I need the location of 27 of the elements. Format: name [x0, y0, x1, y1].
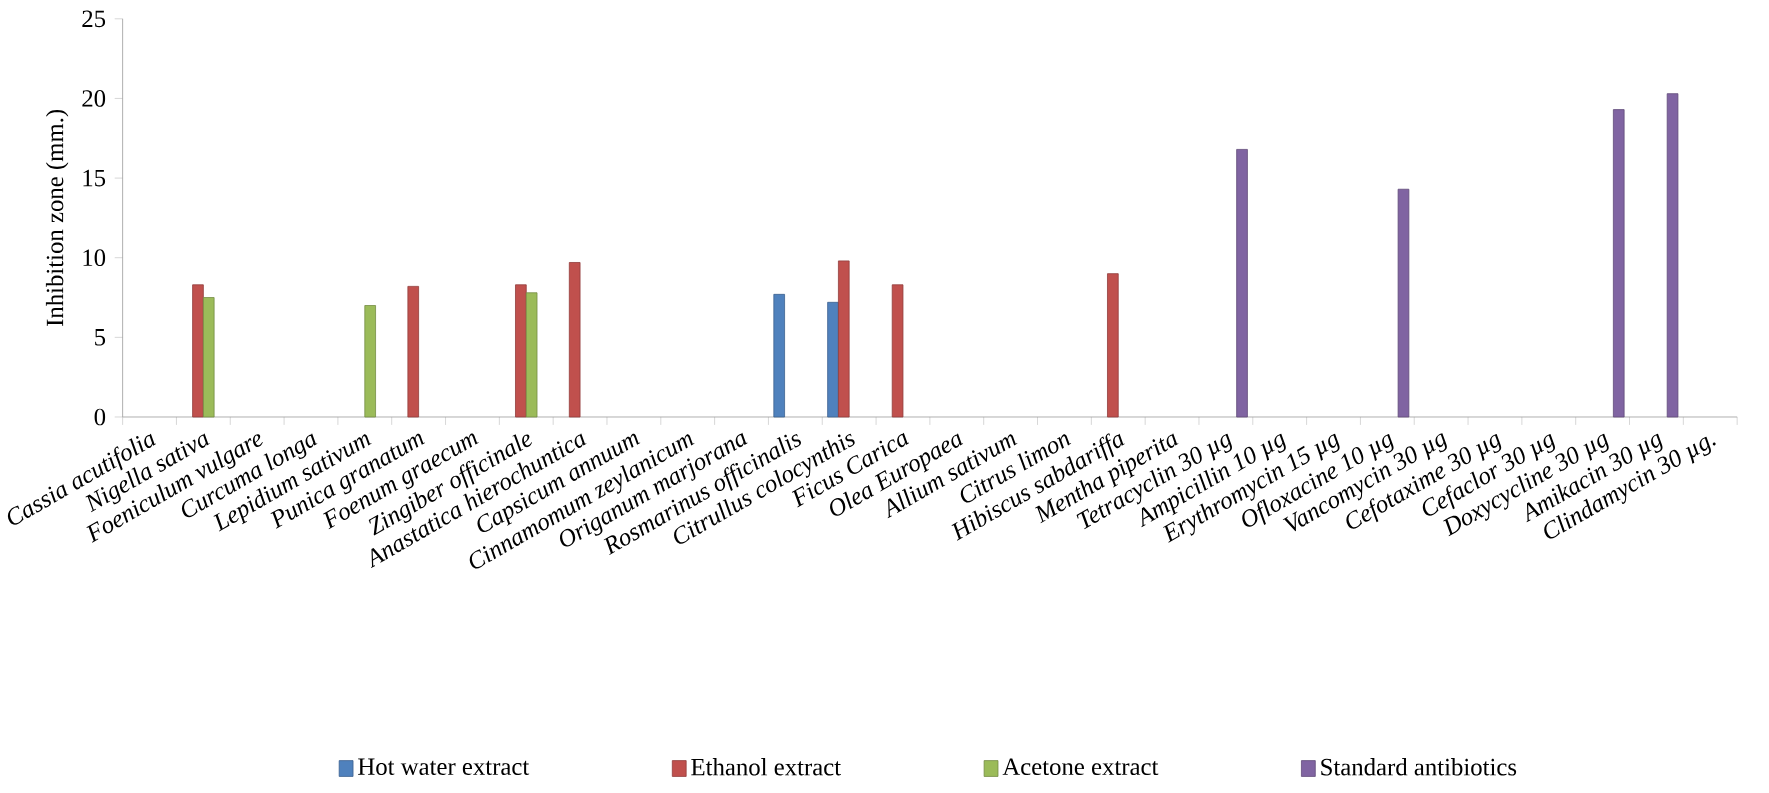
bar	[1236, 148, 1248, 418]
bar	[773, 293, 785, 418]
y-axis-title: Inhibition zone (mm.)	[45, 109, 69, 326]
bar	[1666, 93, 1679, 418]
legend-label: Ethanol extract	[691, 757, 841, 776]
bar	[891, 284, 904, 418]
bar	[568, 261, 581, 418]
bar	[515, 284, 527, 418]
bar	[1107, 273, 1119, 418]
bar	[364, 304, 376, 418]
y-tick-label: 25	[82, 10, 106, 27]
legend-label: Standard antibiotics	[1321, 757, 1517, 776]
y-tick-label: 10	[83, 249, 106, 266]
bar	[192, 284, 204, 418]
bar	[407, 285, 420, 418]
bar	[525, 292, 538, 418]
bar	[827, 301, 839, 418]
y-tick-label: 5	[95, 328, 106, 346]
bar	[838, 260, 850, 418]
y-tick-label: 20	[82, 89, 106, 107]
y-tick-label: 0	[94, 408, 106, 426]
legend-label: Hot water extract	[358, 758, 530, 775]
bar	[202, 296, 215, 418]
y-tick-label: 15	[83, 169, 106, 187]
bar	[1612, 109, 1625, 418]
bar	[1397, 188, 1410, 418]
legend-label: Acetone extract	[1002, 758, 1159, 775]
